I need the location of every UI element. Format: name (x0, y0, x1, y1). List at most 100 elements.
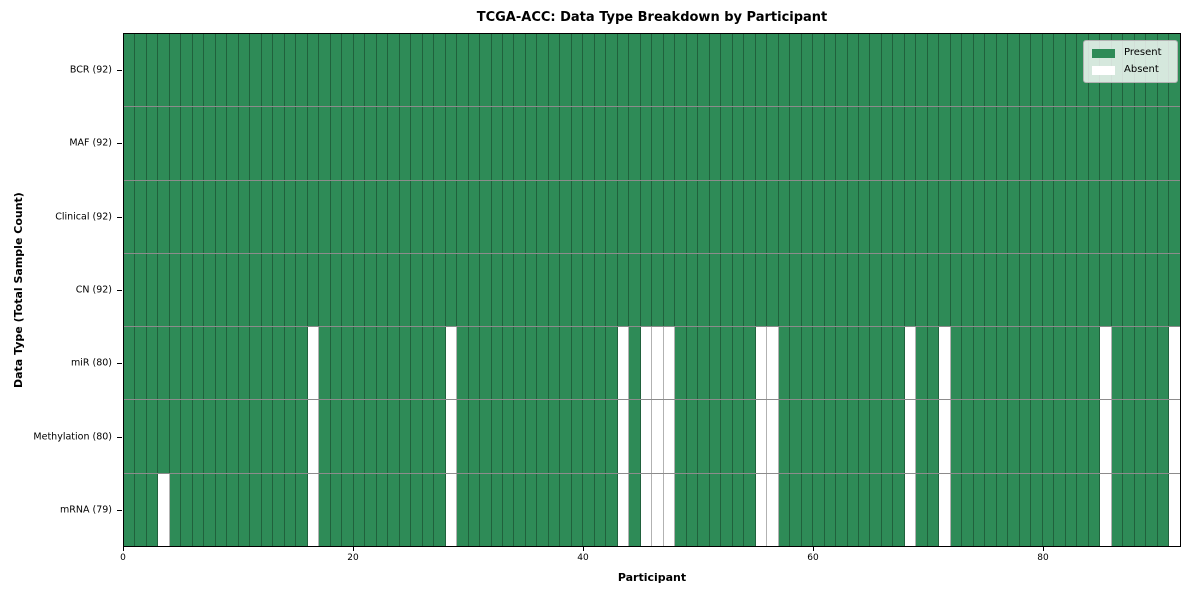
heatmap-cell (124, 34, 136, 107)
heatmap-cell (135, 253, 147, 327)
heatmap-cell (204, 400, 216, 473)
heatmap-cell (502, 34, 515, 107)
heatmap-cell (514, 107, 526, 180)
heatmap-cell (261, 180, 274, 253)
heatmap-cell (353, 473, 366, 546)
heatmap-cell (870, 400, 882, 473)
heatmap-cell (181, 327, 193, 400)
heatmap-cell (330, 107, 343, 180)
heatmap-cell (1042, 253, 1055, 327)
heatmap-cell (1077, 180, 1089, 253)
heatmap-cell (594, 473, 607, 546)
heatmap-cell (594, 400, 607, 473)
heatmap-cell (996, 400, 1009, 473)
heatmap-cell (571, 107, 584, 180)
heatmap-cell (1042, 400, 1055, 473)
heatmap-cell (1123, 107, 1135, 180)
heatmap-cell (893, 34, 905, 107)
heatmap-cell (525, 253, 538, 327)
heatmap-cell (767, 180, 779, 253)
heatmap-cell (1100, 107, 1112, 180)
heatmap-cell (457, 327, 469, 400)
heatmap-cell (181, 34, 193, 107)
heatmap-cell (135, 107, 147, 180)
heatmap-cell (284, 473, 297, 546)
heatmap-cell (468, 34, 481, 107)
heatmap-cell (617, 473, 630, 546)
heatmap-cell (629, 180, 641, 253)
heatmap-cell (709, 473, 722, 546)
heatmap-cell (411, 473, 423, 546)
heatmap-cell (399, 107, 412, 180)
heatmap-cell (537, 473, 549, 546)
heatmap-cell (319, 107, 331, 180)
x-tick-mark (353, 547, 354, 551)
heatmap-cell (927, 400, 940, 473)
heatmap-cell (238, 327, 251, 400)
heatmap-cell (491, 400, 503, 473)
heatmap-cell (721, 400, 733, 473)
heatmap-cell (606, 107, 618, 180)
heatmap-cell (583, 473, 595, 546)
heatmap-cell (881, 107, 894, 180)
heatmap-cell (1146, 253, 1158, 327)
heatmap-cell (1031, 34, 1043, 107)
heatmap-cell (353, 180, 366, 253)
heatmap-cell (422, 107, 435, 180)
heatmap-cell (652, 253, 664, 327)
heatmap-cell (606, 327, 618, 400)
heatmap-cell (790, 253, 802, 327)
heatmap-cell (273, 253, 285, 327)
heatmap-cell (146, 180, 159, 253)
heatmap-cell (296, 180, 308, 253)
heatmap-cell (480, 253, 492, 327)
heatmap-cell (1146, 107, 1158, 180)
heatmap-cell (514, 400, 526, 473)
heatmap-cell (973, 473, 986, 546)
heatmap-cell (227, 253, 239, 327)
heatmap-cell (1031, 473, 1043, 546)
heatmap-cell (893, 180, 905, 253)
heatmap-cell (146, 107, 159, 180)
heatmap-cell (445, 107, 458, 180)
heatmap-cell (215, 253, 228, 327)
heatmap-cell (571, 327, 584, 400)
heatmap-cell (135, 400, 147, 473)
heatmap-cell (215, 34, 228, 107)
heatmap-cell (767, 473, 779, 546)
heatmap-cell (261, 327, 274, 400)
heatmap-cell (422, 400, 435, 473)
heatmap-cell (836, 253, 848, 327)
heatmap-cell (192, 253, 205, 327)
heatmap-cell (881, 34, 894, 107)
heatmap-cell (836, 107, 848, 180)
x-tick-mark (583, 547, 584, 551)
heatmap-cell (365, 253, 377, 327)
heatmap-cell (583, 253, 595, 327)
heatmap-cell (376, 34, 389, 107)
heatmap-cell (342, 400, 354, 473)
heatmap-cell (904, 34, 917, 107)
heatmap-cell (548, 327, 561, 400)
heatmap-cell (583, 400, 595, 473)
heatmap-cell (1019, 473, 1032, 546)
heatmap-cell (594, 107, 607, 180)
heatmap-cell (330, 400, 343, 473)
heatmap-cell (881, 180, 894, 253)
heatmap-cell (365, 327, 377, 400)
heatmap-cell (1054, 253, 1066, 327)
heatmap-cell (273, 180, 285, 253)
heatmap-cell (675, 180, 687, 253)
heatmap-cell (996, 253, 1009, 327)
heatmap-cell (227, 180, 239, 253)
heatmap-cell (342, 107, 354, 180)
y-tick-mark (117, 216, 122, 218)
heatmap-cell (686, 180, 699, 253)
heatmap-cell (307, 107, 320, 180)
heatmap-cell (985, 400, 997, 473)
heatmap-cell (973, 34, 986, 107)
heatmap-cell (353, 107, 366, 180)
heatmap-cell (824, 253, 837, 327)
heatmap-cell (330, 253, 343, 327)
heatmap-cell (1031, 253, 1043, 327)
